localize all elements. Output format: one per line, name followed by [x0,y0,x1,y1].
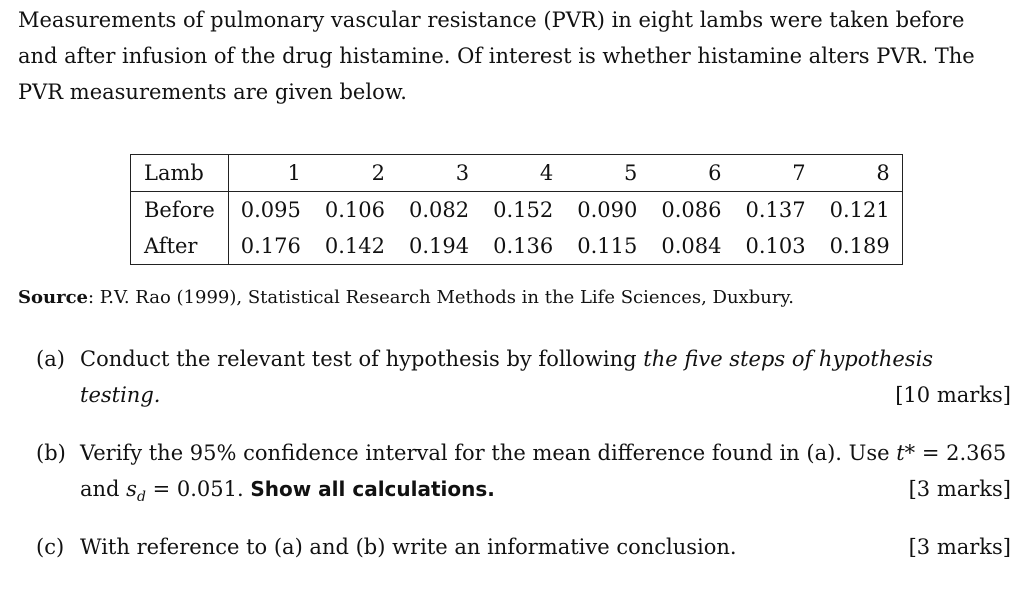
intro-line-1: Measurements of pulmonary vascular resis… [18,8,965,32]
question-c-text: With reference to (a) and (b) write an i… [80,535,737,559]
s-d-value: = 0.051. [145,477,251,501]
question-b-label: (b) [36,441,66,465]
t-star-symbol: t* [896,441,916,465]
table-cell: 0.121 [829,198,890,222]
question-a-marks: [10 marks] [895,383,1011,407]
lamb-number: 2 [312,154,397,192]
row-label-after: After [130,228,229,265]
question-b-marks: [3 marks] [908,477,1011,501]
question-c: (c) With reference to (a) and (b) write … [36,529,1011,565]
table-cell: 0.106 [324,198,385,222]
table-cell: 0.115 [577,234,638,258]
lamb-number: 5 [565,154,650,192]
table-cell: 0.090 [577,198,638,222]
s-d-symbol: s [126,477,137,501]
question-b-text-2: and [80,477,127,501]
table-row-after: After 0.176 0.142 0.194 0.136 0.115 0.08… [130,228,903,265]
question-b-line-2: and sd = 0.051. Show all calculations. [80,471,495,515]
lamb-number: 4 [481,154,566,192]
table-row-before: Before 0.095 0.106 0.082 0.152 0.090 0.0… [130,191,903,228]
lamb-number: 6 [649,154,734,192]
table-cell: 0.095 [240,198,301,222]
question-a-text: Conduct the relevant test of hypothesis … [80,347,644,371]
intro-line-3: PVR measurements are given below. [18,80,407,104]
intro-paragraph: Measurements of pulmonary vascular resis… [18,2,1018,110]
question-b-line-1: Verify the 95% confidence interval for t… [80,435,1006,471]
t-star-value: = 2.365 [915,441,1007,465]
question-c-marks: [3 marks] [908,535,1011,559]
lamb-number: 1 [228,154,313,192]
question-a-italic: the five steps of hypothesis [643,347,934,371]
show-calculations-text: Show all calculations. [250,477,495,501]
source-citation: Source: P.V. Rao (1999), Statistical Res… [18,285,794,311]
table-cell: 0.103 [745,234,806,258]
table-cell: 0.194 [409,234,470,258]
table-cell: 0.084 [661,234,722,258]
s-d-subscript: d [136,489,146,506]
source-label: Source [18,287,88,308]
row-label-before: Before [130,191,229,228]
pvr-table: Lamb 1 2 3 4 5 6 7 8 Before 0.095 0.106 … [130,154,903,265]
table-cell: 0.176 [240,234,301,258]
intro-line-2: and after infusion of the drug histamine… [18,44,975,68]
question-b: (b) Verify the 95% confidence interval f… [36,435,1011,507]
header-label: Lamb [130,154,229,192]
table-cell: 0.142 [324,234,385,258]
table-cell: 0.086 [661,198,722,222]
table-cell: 0.136 [493,234,554,258]
table-cell: 0.082 [409,198,470,222]
table-cell: 0.137 [745,198,806,222]
question-a-line-1: Conduct the relevant test of hypothesis … [80,341,933,377]
table-header-row: Lamb 1 2 3 4 5 6 7 8 [130,154,903,192]
table-cell: 0.152 [493,198,554,222]
lamb-number: 7 [733,154,818,192]
lamb-number: 8 [817,154,903,192]
question-a-italic-2: testing. [80,383,161,407]
question-b-text-1: Verify the 95% confidence interval for t… [80,441,897,465]
question-a: (a) Conduct the relevant test of hypothe… [36,341,1011,413]
lamb-number: 3 [397,154,482,192]
question-a-label: (a) [36,347,65,371]
question-c-label: (c) [36,535,65,559]
table-cell: 0.189 [829,234,890,258]
source-text: : P.V. Rao (1999), Statistical Research … [88,287,794,308]
